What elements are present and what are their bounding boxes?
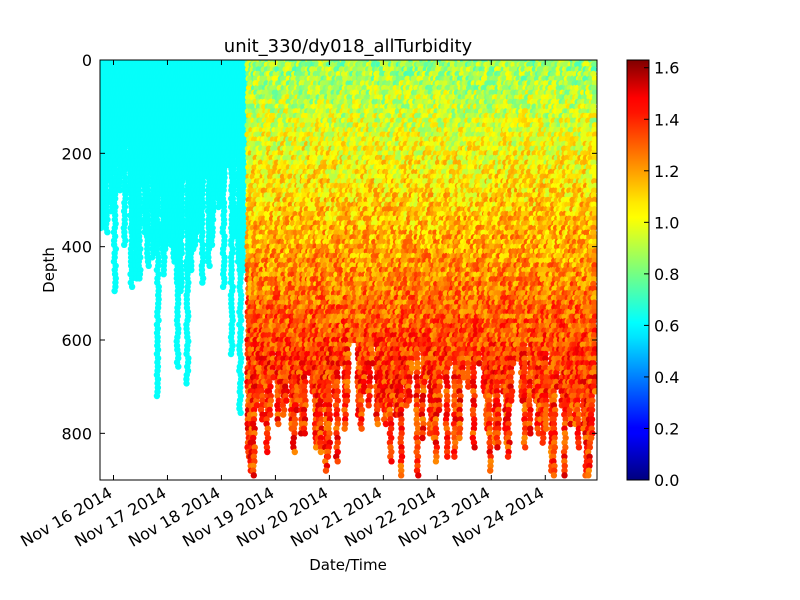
data-point bbox=[128, 283, 136, 290]
data-point bbox=[192, 237, 199, 244]
data-point bbox=[237, 409, 244, 416]
data-point bbox=[199, 279, 206, 286]
data-point bbox=[283, 397, 290, 404]
data-point bbox=[208, 241, 216, 248]
scatter-points bbox=[100, 60, 597, 479]
data-point bbox=[120, 241, 128, 248]
data-point bbox=[219, 283, 227, 290]
data-point bbox=[177, 287, 184, 295]
data-point bbox=[145, 262, 152, 269]
data-point bbox=[148, 254, 156, 261]
data-point bbox=[227, 350, 235, 358]
data-point bbox=[250, 472, 257, 479]
data-point bbox=[206, 262, 213, 269]
data-point bbox=[275, 420, 282, 428]
data-point bbox=[136, 275, 143, 282]
data-point bbox=[104, 229, 111, 236]
data-point bbox=[266, 411, 274, 418]
data-point bbox=[291, 448, 298, 456]
data-point bbox=[178, 233, 185, 240]
data-point bbox=[153, 392, 161, 400]
data-point bbox=[264, 448, 271, 456]
data-point bbox=[175, 363, 182, 370]
data-point bbox=[162, 245, 169, 253]
data-point bbox=[111, 287, 118, 295]
data-point bbox=[160, 271, 167, 278]
data-point bbox=[280, 411, 287, 418]
data-point bbox=[188, 266, 195, 274]
data-point bbox=[183, 380, 190, 387]
